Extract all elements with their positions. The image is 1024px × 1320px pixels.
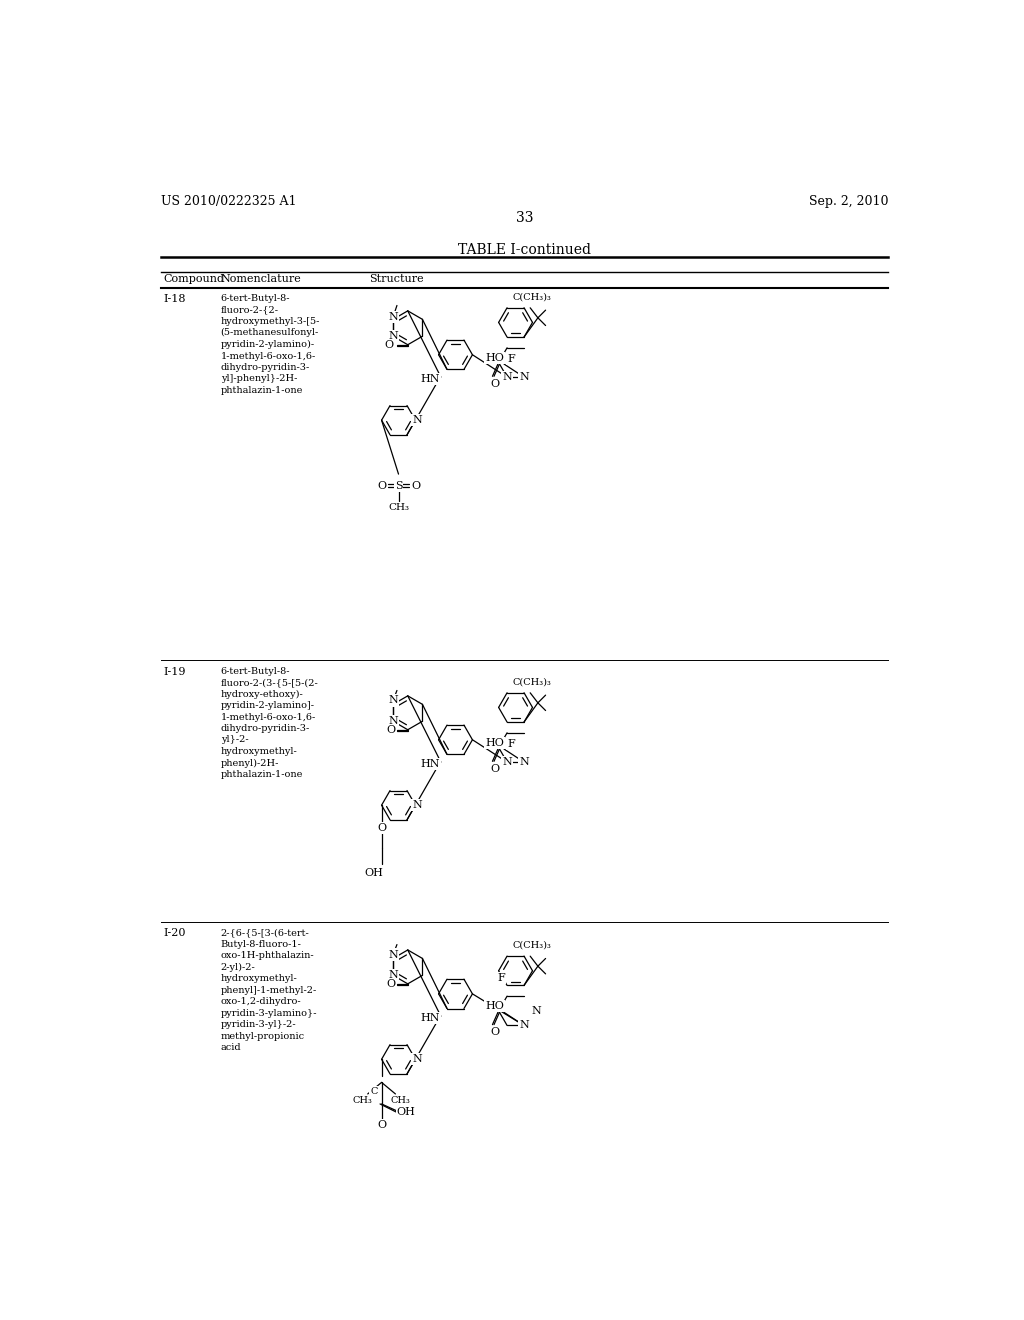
Text: C(CH₃)₃: C(CH₃)₃	[512, 293, 551, 301]
Text: O: O	[411, 480, 420, 491]
Text: N: N	[531, 1006, 542, 1016]
Text: Compound: Compound	[164, 275, 224, 284]
Text: N: N	[519, 372, 529, 381]
Text: N: N	[502, 758, 512, 767]
Text: N: N	[412, 800, 422, 810]
Text: F: F	[507, 739, 515, 750]
Text: HO: HO	[485, 352, 504, 363]
Text: N: N	[388, 312, 398, 322]
Text: TABLE I-continued: TABLE I-continued	[459, 243, 591, 257]
Text: N: N	[412, 416, 422, 425]
Text: I-20: I-20	[164, 928, 186, 939]
Text: OH: OH	[396, 1106, 416, 1117]
Text: F: F	[507, 354, 515, 364]
Text: US 2010/0222325 A1: US 2010/0222325 A1	[162, 195, 297, 209]
Text: N: N	[388, 696, 398, 705]
Text: 2-{6-{5-[3-(6-tert-
Butyl-8-fluoro-1-
oxo-1H-phthalazin-
2-yl)-2-
hydroxymethyl-: 2-{6-{5-[3-(6-tert- Butyl-8-fluoro-1- ox…	[220, 928, 317, 1052]
Text: O: O	[490, 764, 500, 774]
Text: HN: HN	[420, 759, 440, 768]
Text: HN: HN	[420, 374, 440, 384]
Text: N: N	[388, 970, 398, 981]
Text: O: O	[386, 725, 395, 735]
Text: F: F	[497, 973, 505, 982]
Text: HO: HO	[485, 738, 504, 748]
Text: C(CH₃)₃: C(CH₃)₃	[512, 677, 551, 686]
Text: O: O	[377, 480, 386, 491]
Text: N: N	[388, 717, 398, 726]
Text: S: S	[394, 480, 402, 491]
Text: Sep. 2, 2010: Sep. 2, 2010	[809, 195, 888, 209]
Text: 33: 33	[516, 211, 534, 224]
Text: HN: HN	[420, 1012, 440, 1023]
Text: N: N	[519, 1020, 529, 1031]
Text: I-18: I-18	[164, 294, 186, 304]
Text: Nomenclature: Nomenclature	[220, 275, 301, 284]
Text: O: O	[490, 379, 500, 389]
Text: OH: OH	[365, 869, 383, 878]
Text: N: N	[502, 372, 512, 381]
Text: CH₃: CH₃	[352, 1096, 373, 1105]
Text: CH₃: CH₃	[388, 503, 409, 512]
Text: N: N	[519, 758, 529, 767]
Text: CH₃: CH₃	[391, 1096, 411, 1105]
Text: N: N	[388, 949, 398, 960]
Text: HO: HO	[485, 1001, 504, 1011]
Text: N: N	[412, 1055, 422, 1064]
Text: 6-tert-Butyl-8-
fluoro-2-{2-
hydroxymethyl-3-[5-
(5-methanesulfonyl-
pyridin-2-y: 6-tert-Butyl-8- fluoro-2-{2- hydroxymeth…	[220, 294, 321, 395]
Text: I-19: I-19	[164, 667, 186, 677]
Text: O: O	[377, 1119, 386, 1130]
Text: O: O	[385, 339, 394, 350]
Text: C(CH₃)₃: C(CH₃)₃	[512, 941, 551, 950]
Text: O: O	[377, 824, 386, 833]
Text: O: O	[490, 1027, 500, 1038]
Text: 6-tert-Butyl-8-
fluoro-2-(3-{5-[5-(2-
hydroxy-ethoxy)-
pyridin-2-ylamino]-
1-met: 6-tert-Butyl-8- fluoro-2-(3-{5-[5-(2- hy…	[220, 667, 318, 779]
Text: N: N	[388, 331, 398, 342]
Text: C: C	[371, 1088, 378, 1096]
Text: Structure: Structure	[370, 275, 424, 284]
Text: O: O	[386, 979, 395, 989]
